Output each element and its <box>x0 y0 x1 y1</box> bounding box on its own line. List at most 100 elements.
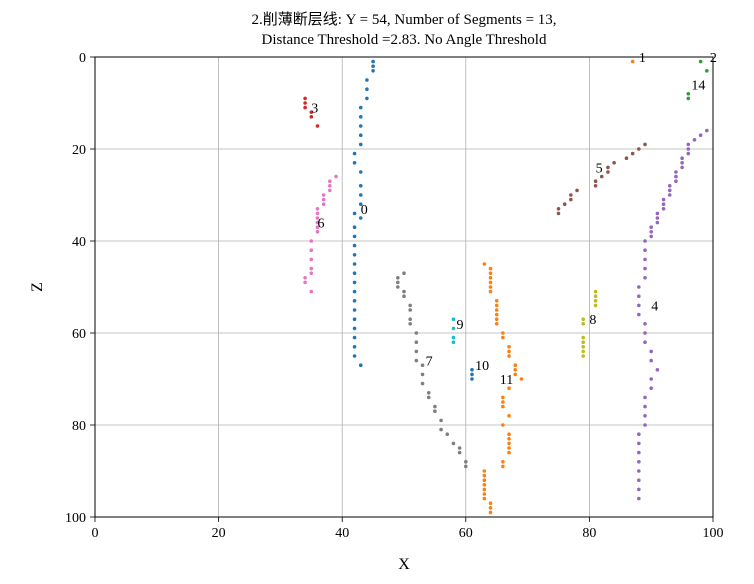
segment-11-point <box>513 363 518 368</box>
segment-0-point <box>352 271 357 276</box>
segment-11-point <box>488 506 493 510</box>
segment-6-point <box>309 271 314 276</box>
segment-6-point <box>334 174 338 179</box>
segment-label-5: 5 <box>596 161 603 176</box>
segment-11-point <box>494 303 499 308</box>
segment-11-point <box>501 404 505 409</box>
segment-4-point <box>680 165 684 170</box>
segment-7-point <box>464 460 468 464</box>
segment-0-point <box>358 202 363 206</box>
segment-11-point <box>507 432 511 437</box>
segment-4-point <box>655 368 660 372</box>
segment-7-point <box>408 317 412 322</box>
segment-5-point <box>630 151 635 156</box>
segment-3-point <box>309 115 314 119</box>
segment-0-point <box>371 59 375 64</box>
segment-0-point <box>352 289 357 294</box>
segment-5-point <box>593 179 598 183</box>
segment-11-point <box>482 478 487 483</box>
segment-4-point <box>643 423 647 427</box>
segment-8-point <box>581 322 586 326</box>
segment-11-point <box>488 266 493 271</box>
segment-11-point <box>501 400 505 404</box>
y-tick-label: 20 <box>72 143 86 158</box>
segment-4-point <box>649 349 653 354</box>
segment-7-point <box>439 427 443 432</box>
segment-4-point <box>637 285 641 289</box>
segment-0-point <box>352 253 357 257</box>
segment-7-point <box>396 285 400 289</box>
segment-4-point <box>686 142 691 147</box>
segment-0-point <box>365 87 369 91</box>
segment-7-point <box>420 381 425 386</box>
segment-4-point <box>698 133 703 137</box>
segment-4-point <box>637 450 641 455</box>
segment-3-point <box>315 124 320 128</box>
segment-11-point <box>488 289 493 294</box>
segment-0-point <box>352 326 357 331</box>
segment-6-point <box>309 289 314 294</box>
segment-4-point <box>643 404 647 409</box>
segment-5-point <box>606 170 610 174</box>
segment-5-point <box>556 207 561 211</box>
segment-0-point <box>358 124 363 128</box>
segment-11-point <box>482 483 487 487</box>
segment-11-point <box>501 395 505 400</box>
segment-0-point <box>352 262 357 266</box>
segment-7-point <box>402 289 406 294</box>
segment-4-point <box>643 248 647 252</box>
x-tick-label: 80 <box>582 526 596 541</box>
segment-5-point <box>606 165 610 170</box>
segment-6-point <box>315 225 320 229</box>
segment-3-point <box>303 105 307 110</box>
segment-7-point <box>426 391 431 395</box>
segment-4-point <box>649 234 653 239</box>
segment-11-point <box>488 510 493 515</box>
segment-4-point <box>655 216 660 220</box>
segment-11-point <box>488 501 493 506</box>
segment-11-point <box>507 446 511 450</box>
segment-7-point <box>408 322 412 326</box>
segment-label-1: 1 <box>639 51 646 66</box>
segment-5-point <box>637 147 641 151</box>
segment-0-point <box>352 354 357 358</box>
segment-4-point <box>692 138 697 142</box>
segment-6-point <box>315 230 320 234</box>
segment-0-point <box>352 161 357 165</box>
segment-8-point <box>593 294 598 299</box>
segment-6-point <box>328 188 332 193</box>
segment-8-point <box>581 335 586 340</box>
segment-14-point <box>686 92 691 96</box>
segment-4-point <box>649 230 653 234</box>
segment-7-point <box>402 271 406 276</box>
x-tick-label: 100 <box>703 526 724 541</box>
segment-0-point <box>352 345 357 349</box>
segment-8-point <box>581 354 586 358</box>
segment-11-point <box>507 414 511 418</box>
segment-9-point <box>451 317 456 322</box>
segment-4-point <box>643 414 647 418</box>
segment-11-point <box>507 450 511 455</box>
segment-4-point <box>686 147 691 151</box>
segment-6-point <box>309 266 314 271</box>
segment-6-point <box>321 193 326 197</box>
segment-0-point <box>352 151 357 156</box>
y-tick-label: 100 <box>65 511 86 526</box>
segment-0-point <box>358 184 363 188</box>
segment-7-point <box>445 432 450 437</box>
segment-7-point <box>408 303 412 308</box>
segment-8-point <box>581 340 586 345</box>
segment-5-point <box>624 156 629 160</box>
y-tick-label: 0 <box>79 51 86 66</box>
segment-3-point <box>303 101 307 105</box>
segment-6-point <box>315 216 320 220</box>
segment-9-point <box>451 326 456 331</box>
segment-0-point <box>371 64 375 68</box>
segment-14-point <box>686 96 691 101</box>
segment-11-point <box>482 473 487 478</box>
segment-7-point <box>402 294 406 299</box>
segment-4-point <box>705 128 709 133</box>
segment-3-point <box>309 110 314 114</box>
segment-7-point <box>420 372 425 377</box>
